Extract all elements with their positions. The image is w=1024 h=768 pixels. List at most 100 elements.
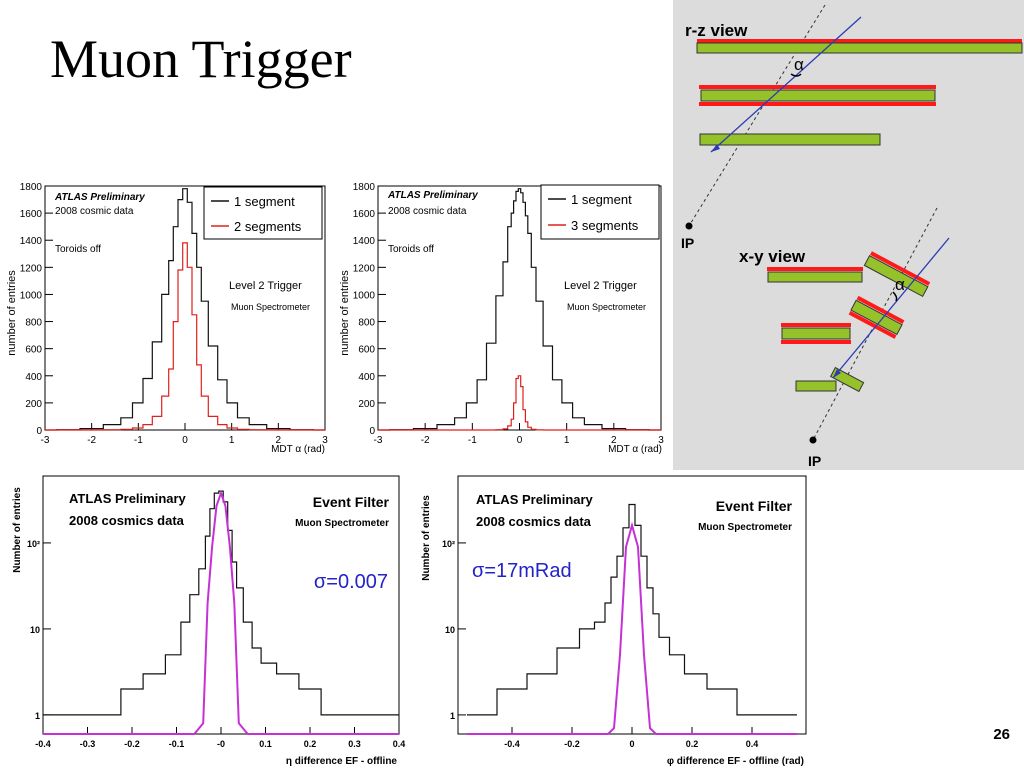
x-axis-label: φ difference EF - offline (rad) [667,756,804,767]
rz-ip-point [685,222,693,230]
label-spectro: Muon Spectrometer [567,302,646,312]
xy-chamber-tilted-1-red [870,251,931,286]
histogram-panel-mdt-2seg: -3 -2 -1 0 1 2 3 0 200 400 600 800 1000 1200 1400 1600 1… [3,168,333,460]
x-tick-label: 0.4 [746,739,759,749]
x-tick-label: -0 [217,739,225,749]
histogram-panel-ef-eta: -0.4 -0.3 -0.2 -0.1 -0 0.1 0.2 0.3 0.4 1 10 10² ATL… [3,468,408,768]
label-data: 2008 cosmic data [388,206,467,217]
y-tick-label: 800 [25,318,42,329]
x-tick-label: 2 [611,435,617,446]
label-trigger: Level 2 Trigger [229,280,302,292]
x-tick-label: 0 [182,435,188,446]
label-spectro: Muon Spectrometer [295,518,389,529]
x-tick-label: -0.4 [504,739,520,749]
xy-track-line [832,237,950,379]
x-tick-label: -0.2 [564,739,580,749]
legend: 1 segment 2 segments [203,186,323,240]
histogram-mdt-2seg: -3 -2 -1 0 1 2 3 0 200 400 600 800 1000 1200 1400 1600 1… [6,182,328,455]
xy-ip-label: IP [808,453,821,469]
rz-track-arrowhead [711,144,720,152]
x-tick-label: -0.2 [124,739,140,749]
legend-label-1: 1 segment [571,192,632,207]
y-tick-label: 400 [25,372,42,383]
rz-alpha-arc [790,73,802,77]
rz-chamber-mid-red-upper [699,85,936,89]
axes: -0.4 -0.2 0 0.2 0.4 1 10 10² [442,475,807,749]
y-tick-label: 1600 [353,209,376,220]
label-trigger: Event Filter [716,498,793,514]
marks [378,188,661,431]
x-tick-label: 0 [517,435,523,446]
y-tick-label: 0 [36,426,42,437]
axes: -3 -2 -1 0 1 2 3 0 200 400 600 800 1000 1200 1400 1600 1… [20,182,328,446]
y-axis-label: Number of entries [12,487,23,573]
xy-alpha-label: α [895,275,905,294]
y-tick-label: 1800 [353,182,376,193]
axes: -0.4 -0.3 -0.2 -0.1 -0 0.1 0.2 0.3 0.4 1 10 10² [27,475,406,749]
legend: 1 segment 3 segments [540,184,660,240]
x-tick-label: 2 [276,435,282,446]
x-tick-label: -1 [134,435,143,446]
y-axis-label: number of entries [6,270,18,356]
x-tick-label: -2 [87,435,96,446]
xy-chamber-left-1-red [767,267,863,271]
y-tick-label: 1400 [353,236,376,247]
xy-chamber-left-3 [795,380,837,392]
x-tick-label: -1 [468,435,477,446]
x-tick-label: -0.4 [35,739,51,749]
x-tick-label: -0.1 [169,739,185,749]
x-tick-label: 3 [658,435,664,446]
rz-alpha-label: α [794,55,804,74]
rz-chamber-mid [700,89,936,102]
series-1-line [43,490,399,735]
x-tick-label: 0.4 [393,739,406,749]
histogram-mdt-3seg: -3 -2 -1 0 1 2 3 0 200 400 600 800 1000 1200 1400 1600 1… [339,182,664,455]
y-tick-label: 1600 [20,209,43,220]
y-tick-label: 10 [30,625,40,635]
label-extra: Toroids off [388,244,434,255]
x-tick-label: 0 [629,739,634,749]
rz-view-title: r-z view [685,21,748,40]
label-atlas: ATLAS Preliminary [476,492,594,507]
xy-chamber-tilted-2-red-lower [848,310,897,339]
series-1-line [45,242,325,431]
y-tick-label: 0 [369,426,375,437]
x-tick-label: 1 [229,435,235,446]
marks [43,490,399,735]
y-tick-label: 1 [450,711,455,721]
rz-chamber-mid-red-lower [699,102,936,106]
y-tick-label: 600 [25,345,42,356]
chamber-geometry-diagram: r-z view α IP x-y view [673,0,1024,470]
x-tick-label: 3 [322,435,328,446]
xy-view-title: x-y view [739,247,806,266]
marks [45,188,325,431]
marks [467,503,797,735]
xy-chamber-left-2-red-lower [781,340,851,344]
x-tick-label: 1 [564,435,570,446]
y-tick-label: 400 [358,372,375,383]
chamber-geometry-svg: r-z view α IP x-y view [681,4,1023,469]
label-data: 2008 cosmic data [55,206,134,217]
page-number: 26 [993,726,1010,743]
y-tick-label: 800 [358,318,375,329]
y-axis-label: Number of entries [421,495,432,581]
xy-chamber-left-2-red-upper [781,323,851,327]
rz-chamber-top [696,42,1023,54]
label-spectro: Muon Spectrometer [698,522,792,533]
legend-box [203,186,323,240]
x-axis-label: MDT α (rad) [271,444,325,455]
slide-title: Muon Trigger [50,29,352,89]
y-tick-label: 1 [35,711,40,721]
x-tick-label: -0.3 [80,739,96,749]
xy-chamber-tilted-2 [850,299,903,336]
x-tick-label: -2 [421,435,430,446]
series-0-line [45,188,325,431]
y-tick-label: 1400 [20,236,43,247]
x-tick-label: -3 [41,435,50,446]
label-spectro: Muon Spectrometer [231,302,310,312]
label-atlas: ATLAS Preliminary [387,190,478,201]
y-tick-label: 10² [27,539,40,549]
axes: -3 -2 -1 0 1 2 3 0 200 400 600 800 1000 1200 1400 1600 1… [353,182,664,446]
y-tick-label: 1200 [353,263,376,274]
x-tick-label: 0.1 [259,739,272,749]
